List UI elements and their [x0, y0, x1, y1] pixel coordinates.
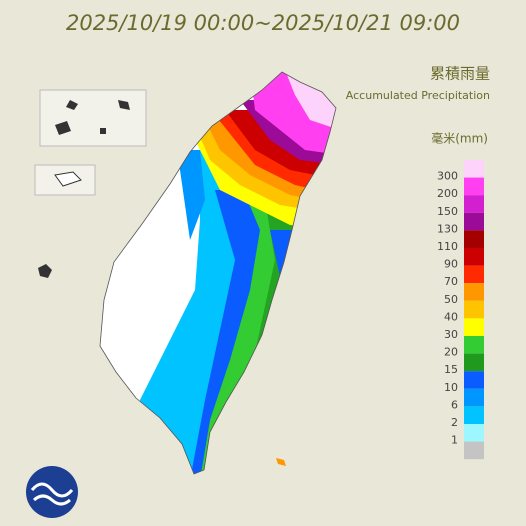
legend-swatch [464, 230, 484, 248]
legend-swatch [464, 388, 484, 407]
lanyu [276, 458, 286, 466]
legend-label: 110 [437, 240, 458, 253]
legend-label: 70 [444, 275, 458, 288]
legend-label: 300 [437, 170, 458, 183]
legend-label: 90 [444, 258, 458, 271]
penghu [38, 264, 52, 278]
coastline [99, 71, 337, 475]
legend-swatch [464, 212, 484, 231]
legend-swatch [464, 265, 484, 284]
legend-label: 150 [437, 205, 458, 218]
legend-swatch [464, 160, 484, 178]
legend-swatch [464, 177, 484, 196]
legend-label: 2 [451, 416, 458, 429]
legend-swatch [464, 353, 484, 372]
legend: 300 200 150 130 110 90 70 50 40 30 20 15 10 6 2 1 [437, 160, 484, 460]
legend-title: 累積雨量 [430, 65, 490, 83]
legend-label: 30 [444, 328, 458, 341]
legend-label: 1 [451, 434, 458, 447]
legend-subtitle: Accumulated Precipitation [346, 89, 490, 102]
legend-swatch [464, 283, 484, 301]
legend-label: 6 [451, 398, 458, 411]
legend-swatch [464, 318, 484, 336]
legend-swatch [464, 406, 484, 424]
map-title: 2025/10/19 00:00~2025/10/21 09:00 [66, 11, 460, 35]
legend-swatch [464, 195, 484, 213]
logo-swirl [30, 482, 74, 506]
inset-kinmen [54, 171, 82, 187]
legend-label: 20 [444, 346, 458, 359]
legend-label: 130 [437, 222, 458, 235]
legend-label: 50 [444, 293, 458, 306]
legend-label: 15 [444, 363, 458, 376]
legend-swatch [464, 371, 484, 389]
legend-label: 40 [444, 310, 458, 323]
legend-swatch [464, 441, 484, 460]
legend-swatch [464, 336, 484, 354]
legend-swatch [464, 424, 484, 442]
legend-swatch [464, 248, 484, 266]
legend-swatch [464, 300, 484, 319]
legend-unit: 毫米(mm) [431, 131, 488, 146]
legend-label: 10 [444, 381, 458, 394]
inset-islands [39, 89, 147, 147]
legend-label: 200 [437, 187, 458, 200]
inset-shapes [55, 100, 130, 135]
